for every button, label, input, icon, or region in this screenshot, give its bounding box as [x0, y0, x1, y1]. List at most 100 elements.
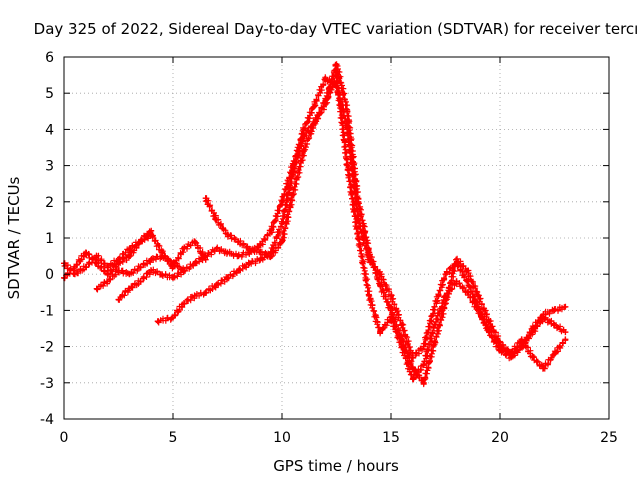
data-point: [344, 108, 351, 115]
data-point: [180, 245, 187, 252]
data-point: [551, 307, 558, 314]
data-point: [224, 249, 231, 256]
x-tick-label: 20: [491, 430, 509, 446]
plot-data: [61, 61, 569, 388]
data-point: [311, 101, 318, 108]
data-point: [453, 256, 460, 263]
data-point: [409, 354, 416, 361]
data-point: [213, 282, 220, 289]
data-point: [71, 271, 78, 278]
data-point: [235, 267, 242, 274]
data-point: [202, 195, 209, 202]
data-point: [279, 238, 285, 245]
axis-tick-labels: 0 5 10 15 20 25 -4 -3 -2 -1 0 1 2 3 4 5 6: [40, 50, 618, 446]
data-point: [213, 216, 220, 223]
data-point: [518, 336, 525, 343]
data-point: [333, 61, 340, 68]
axis-ticks: [63, 56, 610, 420]
data-point: [224, 231, 231, 238]
data-point: [148, 227, 155, 234]
data-point: [202, 289, 209, 296]
data-point: [431, 303, 438, 310]
y-tick-label: 0: [45, 267, 54, 283]
y-tick-label: 3: [45, 159, 54, 175]
data-point: [115, 260, 122, 267]
data-point: [409, 376, 416, 383]
x-tick-label: 15: [382, 430, 400, 446]
data-point: [180, 300, 187, 307]
data-point: [126, 285, 133, 292]
data-point: [344, 162, 351, 169]
data-point: [398, 321, 405, 328]
x-tick-label: 0: [60, 430, 69, 446]
data-point: [355, 235, 362, 241]
data-point: [93, 253, 100, 260]
data-point: [366, 249, 373, 256]
data-point: [213, 245, 220, 252]
series-track-6: [202, 61, 569, 388]
data-point: [322, 75, 329, 82]
y-tick-label: 2: [45, 195, 54, 211]
data-point: [104, 278, 111, 285]
data-point: [322, 97, 329, 104]
x-tick-label: 25: [600, 430, 618, 446]
data-point: [148, 267, 155, 274]
data-point: [388, 307, 394, 314]
data-point: [388, 292, 394, 299]
y-axis-label: SDTVAR / TECUs: [5, 176, 23, 299]
x-axis-label: GPS time / hours: [273, 457, 399, 475]
data-point: [486, 329, 493, 336]
data-point: [377, 271, 384, 278]
data-point: [159, 271, 166, 278]
data-point: [93, 260, 100, 267]
data-point: [300, 126, 307, 133]
data-point: [170, 260, 176, 267]
data-point: [82, 263, 89, 270]
data-point: [257, 242, 264, 249]
data-point: [154, 318, 161, 325]
data-point: [268, 227, 275, 234]
data-point: [497, 339, 503, 346]
data-point: [257, 249, 264, 256]
x-tick-label: 5: [169, 430, 178, 446]
y-tick-label: -2: [40, 340, 54, 356]
data-point: [126, 271, 133, 278]
data-point: [246, 260, 253, 267]
data-point: [268, 253, 275, 260]
data-point: [442, 271, 449, 278]
data-point: [235, 238, 242, 245]
data-point: [159, 253, 166, 260]
y-tick-label: -3: [40, 376, 54, 392]
y-tick-label: 4: [45, 122, 54, 138]
data-point: [355, 198, 362, 205]
data-point: [257, 256, 264, 263]
data-point: [311, 119, 318, 126]
y-tick-label: -4: [40, 412, 54, 428]
data-point: [82, 249, 89, 256]
data-point: [191, 292, 198, 299]
data-point: [442, 300, 449, 307]
data-point: [529, 325, 536, 332]
data-point: [300, 148, 307, 155]
data-point: [464, 267, 471, 274]
data-point: [148, 256, 155, 263]
data-point: [191, 238, 198, 245]
data-point: [170, 314, 176, 321]
data-point: [507, 350, 514, 357]
data-point: [93, 285, 100, 292]
data-point: [137, 278, 144, 285]
data-point: [366, 292, 373, 299]
data-point: [562, 303, 569, 310]
data-point: [202, 253, 209, 260]
y-tick-label: -1: [40, 303, 54, 319]
data-point: [486, 318, 493, 325]
data-point: [180, 267, 187, 274]
data-point: [170, 274, 176, 281]
data-point: [420, 379, 427, 386]
data-point: [551, 321, 558, 328]
data-point: [289, 191, 296, 198]
data-point: [551, 350, 558, 357]
data-point: [377, 282, 384, 289]
